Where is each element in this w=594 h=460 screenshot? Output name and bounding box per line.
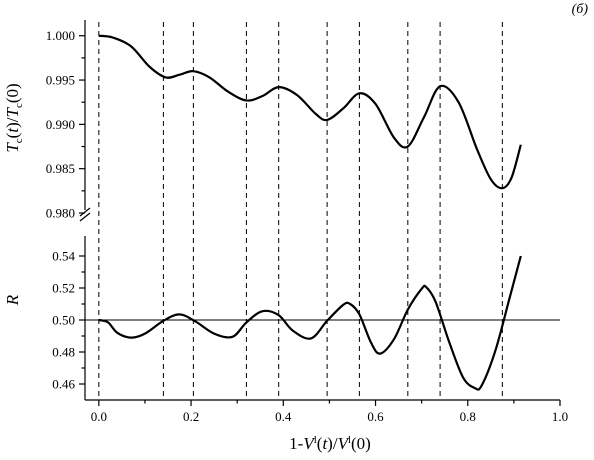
dashed-line-layer: [98, 22, 503, 400]
top-y-tick-label-0: 0.980: [46, 206, 75, 221]
label-layer: 0.0 0.2 0.4 0.6 0.8 1.0 0.980 0.985 0.990 0.995 1.…: [3, 2, 588, 453]
bottom-y-tick-label-4: 0.54: [52, 249, 75, 264]
x-axis-title: 1-Vl(t)/Vl(0): [289, 434, 371, 453]
axes-layer: [79, 20, 561, 406]
bottom-y-axis-title: R: [3, 294, 22, 306]
x-tick-label-0: 0.0: [91, 409, 107, 424]
top-y-axis-title: Tc(t)/Tc(0): [3, 83, 25, 152]
bottom-y-tick-label-1: 0.48: [52, 345, 75, 360]
x-tick-label-5: 1.0: [552, 409, 568, 424]
x-tick-label-1: 0.2: [183, 409, 199, 424]
x-tick-label-4: 0.8: [460, 409, 476, 424]
axis-break-mark-2: [79, 212, 91, 222]
bottom-y-tick-label-0: 0.46: [52, 377, 75, 392]
tc-ratio-series-line: [98, 34, 522, 190]
panel-label: (б): [572, 2, 589, 17]
top-y-tick-label-3: 0.995: [46, 73, 75, 88]
top-y-tick-label-1: 0.985: [46, 161, 75, 176]
x-tick-label-3: 0.6: [367, 409, 384, 424]
axis-break-mark-1: [79, 207, 91, 217]
x-tick-label-2: 0.4: [275, 409, 292, 424]
series-layer: [98, 34, 522, 391]
top-y-tick-label-4: 1.000: [46, 28, 75, 43]
bottom-y-tick-label-2: 0.50: [52, 313, 75, 328]
top-y-tick-label-2: 0.990: [46, 117, 75, 132]
bottom-y-tick-label-3: 0.52: [52, 281, 75, 296]
r-series-line: [98, 255, 522, 391]
